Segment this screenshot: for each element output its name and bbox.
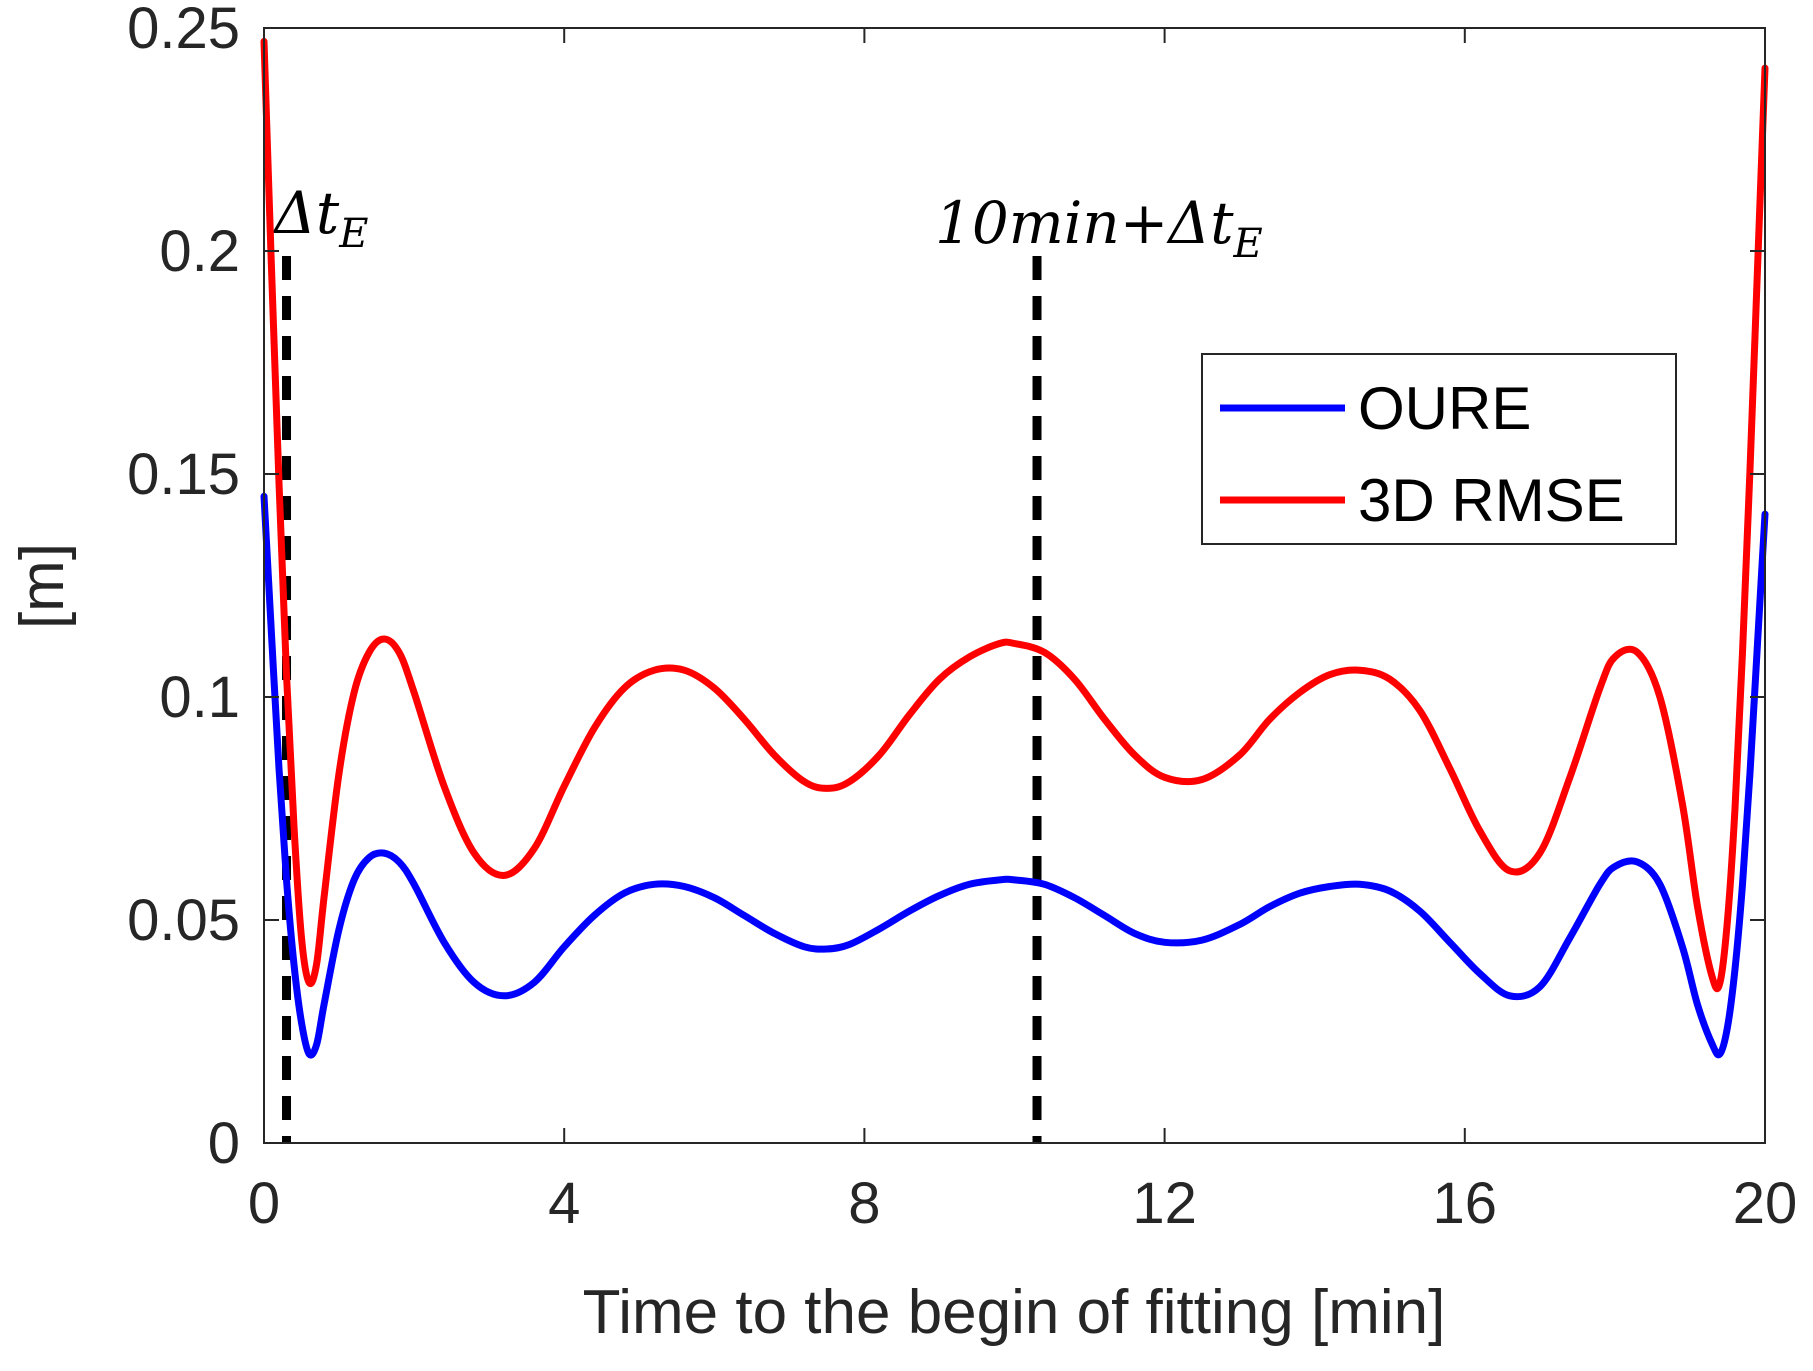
y-tick-label: 0.2 [159,219,240,284]
y-tick-label: 0.25 [127,0,240,61]
x-tick-label: 8 [848,1171,880,1236]
x-tick-label: 0 [248,1171,280,1236]
legend-box [1201,353,1677,545]
y-tick-label: 0.1 [159,665,240,730]
plot-area [264,28,1765,1143]
annotation-label: 10min+ΔtE [935,189,1263,267]
plot-frame [263,27,1766,1144]
annotation-label: ΔtE [272,179,368,257]
annotation-label-main: Δt [272,179,340,247]
y-axis-title: [m] [8,543,77,629]
annotation-label-subscript: E [1233,221,1263,267]
annotation-label-subscript: E [338,211,368,257]
series-layer [260,37,1769,1059]
y-tick-label: 0 [208,1111,240,1176]
series-line-oure [260,492,1769,1059]
x-tick-label: 16 [1433,1171,1498,1236]
x-tick-label: 12 [1132,1171,1197,1236]
series-line-3d-rmse [260,37,1769,993]
legend: OURE 3D RMSE [1201,353,1677,545]
legend-label: 3D RMSE [1358,467,1625,534]
y-tick-label: 0.05 [127,888,240,953]
x-tick-label: 4 [548,1171,580,1236]
tick-layer: 0 4 8 12 16 20 0 0.05 0.1 0.15 0.2 0.25 [127,0,1797,1236]
legend-label: OURE [1358,375,1531,442]
y-tick-label: 0.15 [127,442,240,507]
x-axis-title: Time to the begin of fitting [min] [583,1278,1446,1347]
x-tick-label: 20 [1733,1171,1798,1236]
annotation-label-main: 10min+Δt [935,189,1234,257]
